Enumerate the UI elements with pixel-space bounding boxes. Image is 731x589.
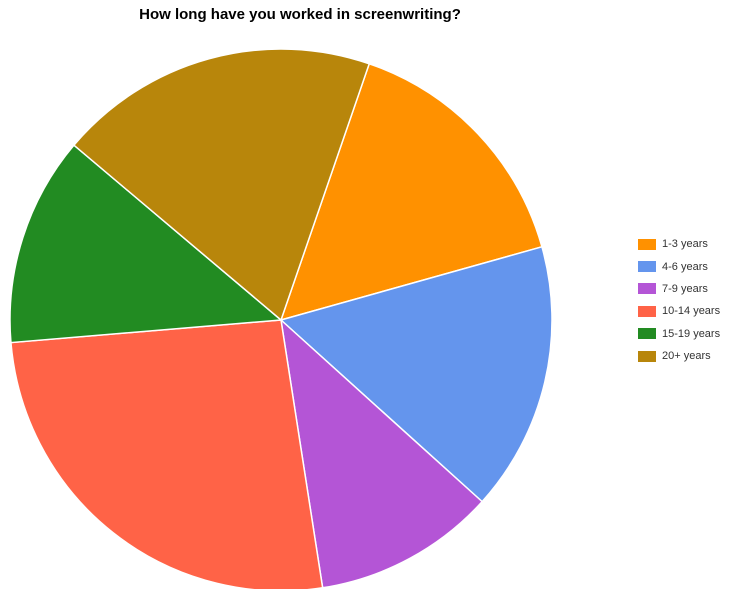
legend-item: 4-6 years	[638, 255, 720, 277]
legend-label: 1-3 years	[662, 238, 708, 251]
legend-item: 10-14 years	[638, 300, 720, 322]
legend-label: 4-6 years	[662, 260, 708, 273]
legend-item: 1-3 years	[638, 233, 720, 255]
legend-label: 10-14 years	[662, 305, 721, 318]
legend-label: 7-9 years	[662, 282, 708, 295]
pie-slice-10-14-years	[10, 319, 324, 589]
legend-label: 15-19 years	[662, 327, 721, 340]
legend-swatch	[638, 328, 656, 340]
legend-swatch	[638, 261, 656, 273]
pie-slice-15-19-years	[9, 144, 283, 344]
pie-slice-1-3-years	[279, 62, 543, 322]
legend-item: 7-9 years	[638, 278, 720, 300]
legend-label: 20+ years	[662, 350, 711, 363]
chart-legend: 1-3 years 4-6 years 7-9 years 10-14 years 15…	[638, 233, 720, 367]
pie-slice-4-6-years	[279, 245, 553, 503]
legend-swatch	[638, 350, 656, 362]
legend-swatch	[638, 238, 656, 250]
pie-slice-7-9-years	[279, 318, 484, 589]
legend-item: 20+ years	[638, 345, 720, 367]
chart-title: How long have you worked in screenwritin…	[139, 6, 461, 23]
pie-slice-20-years	[72, 48, 371, 322]
legend-swatch	[638, 283, 656, 295]
legend-swatch	[638, 305, 656, 317]
legend-item: 15-19 years	[638, 323, 720, 345]
